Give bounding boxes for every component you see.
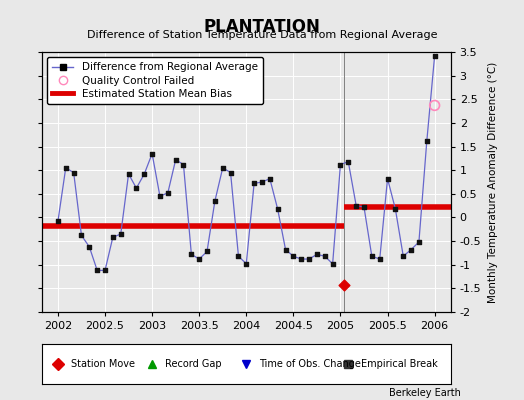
Text: Station Move: Station Move [71, 359, 135, 369]
Point [430, 102, 439, 109]
Point [360, 204, 368, 210]
Text: Berkeley Earth: Berkeley Earth [389, 388, 461, 398]
Point [148, 150, 156, 157]
Point [203, 248, 211, 255]
Point [384, 176, 392, 182]
Point [226, 169, 235, 176]
Text: Difference of Station Temperature Data from Regional Average: Difference of Station Temperature Data f… [87, 30, 437, 40]
Point [171, 156, 180, 163]
Point [61, 165, 70, 171]
Point [242, 260, 250, 267]
Point [187, 251, 195, 258]
Point [414, 239, 423, 245]
Point [281, 246, 290, 253]
Point [132, 185, 140, 191]
Point [116, 231, 125, 237]
Point [234, 253, 243, 260]
Point [219, 165, 227, 171]
Point [376, 256, 384, 262]
Point [391, 206, 400, 212]
Point [340, 281, 348, 288]
Point [156, 193, 164, 199]
Point [321, 253, 329, 260]
Point [313, 251, 321, 258]
Point [93, 267, 101, 274]
Point [211, 198, 219, 204]
Point [407, 246, 416, 253]
Point [258, 179, 266, 185]
Point [163, 190, 172, 196]
Text: Time of Obs. Change: Time of Obs. Change [258, 359, 361, 369]
Text: Record Gap: Record Gap [165, 359, 221, 369]
Point [266, 176, 274, 182]
Point [101, 267, 109, 274]
Point [140, 171, 148, 177]
Y-axis label: Monthly Temperature Anomaly Difference (°C): Monthly Temperature Anomaly Difference (… [488, 61, 498, 303]
Point [77, 232, 85, 239]
Legend: Difference from Regional Average, Quality Control Failed, Estimated Station Mean: Difference from Regional Average, Qualit… [47, 57, 263, 104]
Point [274, 206, 282, 212]
Point [344, 158, 353, 165]
Point [179, 161, 188, 168]
Point [85, 244, 93, 250]
Point [297, 256, 305, 262]
Point [329, 260, 337, 267]
Point [399, 253, 408, 260]
Point [124, 171, 133, 177]
Point [352, 202, 361, 209]
Point [430, 52, 439, 59]
Point [108, 234, 117, 240]
Text: Empirical Break: Empirical Break [361, 359, 438, 369]
Point [195, 256, 203, 262]
Point [305, 256, 313, 262]
Point [423, 138, 431, 144]
Point [336, 161, 345, 168]
Point [368, 253, 376, 260]
Text: PLANTATION: PLANTATION [203, 18, 321, 36]
Point [54, 218, 62, 224]
Point [289, 253, 298, 260]
Point [70, 169, 78, 176]
Point [250, 180, 258, 187]
